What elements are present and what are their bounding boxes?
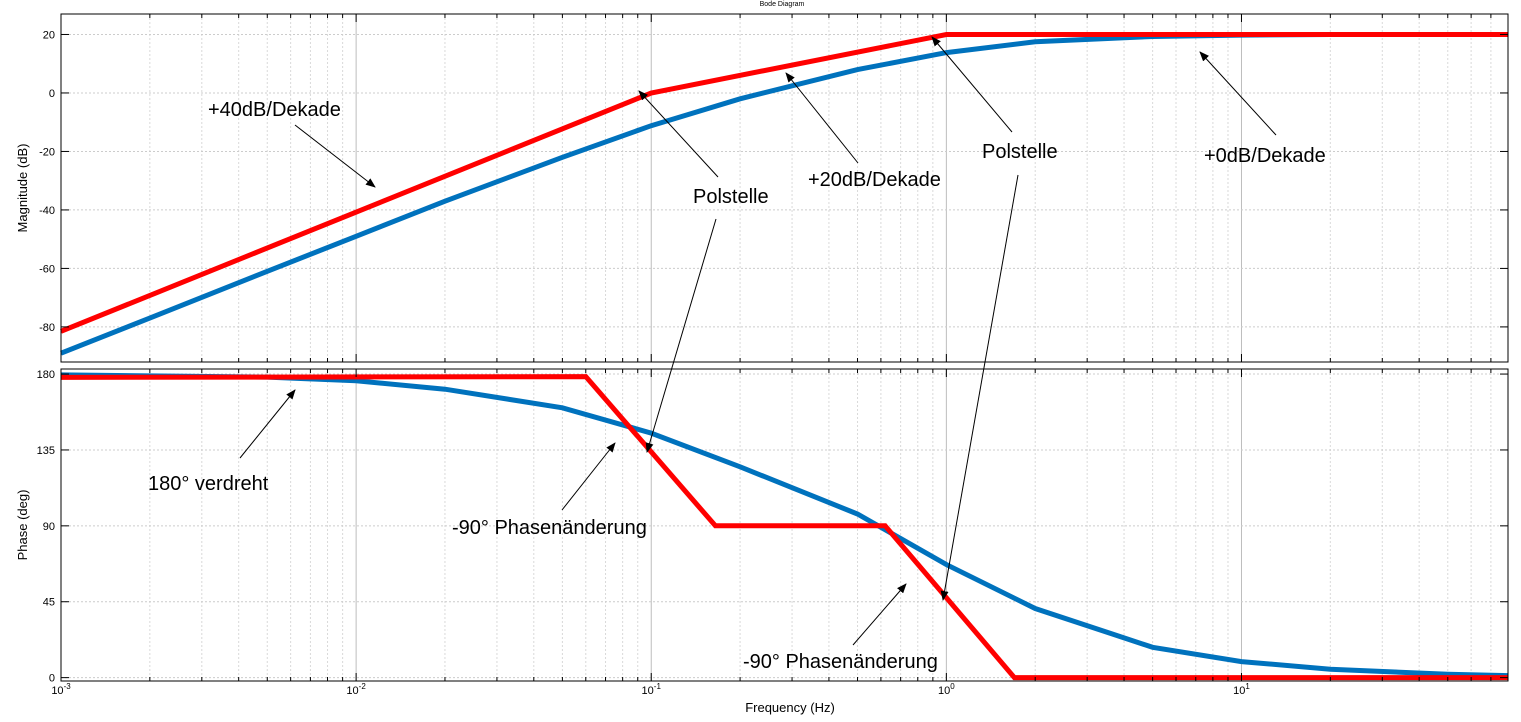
x-tick-labels: 10-3 10-2 10-1 100 101: [51, 682, 1250, 697]
y-tick-label: 20: [43, 29, 55, 41]
mag-series-asymptote-line: [60, 32, 1508, 334]
annotation-180-verdreht: 180° verdreht: [148, 473, 269, 495]
y-tick-label: 90: [43, 521, 55, 533]
y-tick-label: -40: [39, 205, 55, 217]
arrow-polstelle-1-phase: [645, 218, 717, 453]
arrow-phase-1: [561, 442, 616, 511]
y-tick-label: -60: [39, 263, 55, 275]
y-tick-label: -80: [39, 322, 55, 334]
arrow-0db: [1199, 51, 1277, 136]
x-tick-label: 10-1: [642, 682, 662, 697]
annotation-40db: +40dB/Dekade: [208, 99, 341, 121]
y-tick-label: 45: [43, 597, 55, 609]
annotation-0db: +0dB/Dekade: [1204, 145, 1326, 167]
annotation-polstelle-1: Polstelle: [693, 186, 769, 208]
magnitude-series: [60, 32, 1508, 356]
arrow-20db: [785, 72, 859, 164]
arrow-polstelle-2-phase: [940, 174, 1019, 601]
y-tick-label: -20: [39, 146, 55, 158]
annotation-phase-1: -90° Phasenänderung: [452, 517, 647, 539]
y-tick-label: 0: [49, 673, 55, 685]
x-tick-label: 101: [1233, 682, 1250, 697]
x-tick-label: 100: [938, 682, 955, 697]
phase-ticks: 180 135 90 45 0: [37, 369, 1509, 685]
arrow-polstelle-1-mag: [638, 90, 719, 178]
magnitude-axes-box: [60, 13, 1509, 363]
x-tick-label: 10-3: [51, 682, 71, 697]
ph-series-asymptote-line: [60, 374, 1508, 681]
x-axis-label: Frequency (Hz): [745, 700, 835, 715]
arrow-180-verdreht: [239, 389, 296, 459]
annotation-phase-2: -90° Phasenänderung: [743, 651, 938, 673]
magnitude-ylabel: Magnitude (dB): [15, 144, 30, 233]
annotations: +40dB/Dekade +20dB/Dekade Polstelle Pols…: [148, 36, 1326, 673]
annotation-polstelle-2: Polstelle: [982, 141, 1058, 163]
phase-axes-box: [60, 368, 1509, 682]
phase-panel: 180 135 90 45 0 Phase (deg): [15, 368, 1509, 685]
chart-title: Bode Diagram: [760, 1, 805, 8]
arrow-phase-2: [852, 583, 907, 646]
y-tick-label: 135: [37, 445, 55, 457]
phase-ylabel: Phase (deg): [15, 490, 30, 561]
magnitude-panel: 20 0 -20 -40 -60 -80 Magnitude (dB): [15, 13, 1509, 363]
magnitude-grid: [60, 14, 1509, 362]
mag-series-response-line: [60, 32, 1508, 356]
phase-series: [60, 372, 1509, 681]
x-tick-label: 10-2: [346, 682, 366, 697]
y-tick-label: 180: [37, 369, 55, 381]
arrow-40db: [294, 124, 376, 188]
magnitude-ticks: 20 0 -20 -40 -60 -80: [39, 14, 1509, 362]
ph-series-response-line: [60, 372, 1509, 679]
arrow-polstelle-2-mag: [931, 36, 1013, 133]
y-tick-label: 0: [49, 88, 55, 100]
annotation-20db: +20dB/Dekade: [808, 169, 941, 191]
